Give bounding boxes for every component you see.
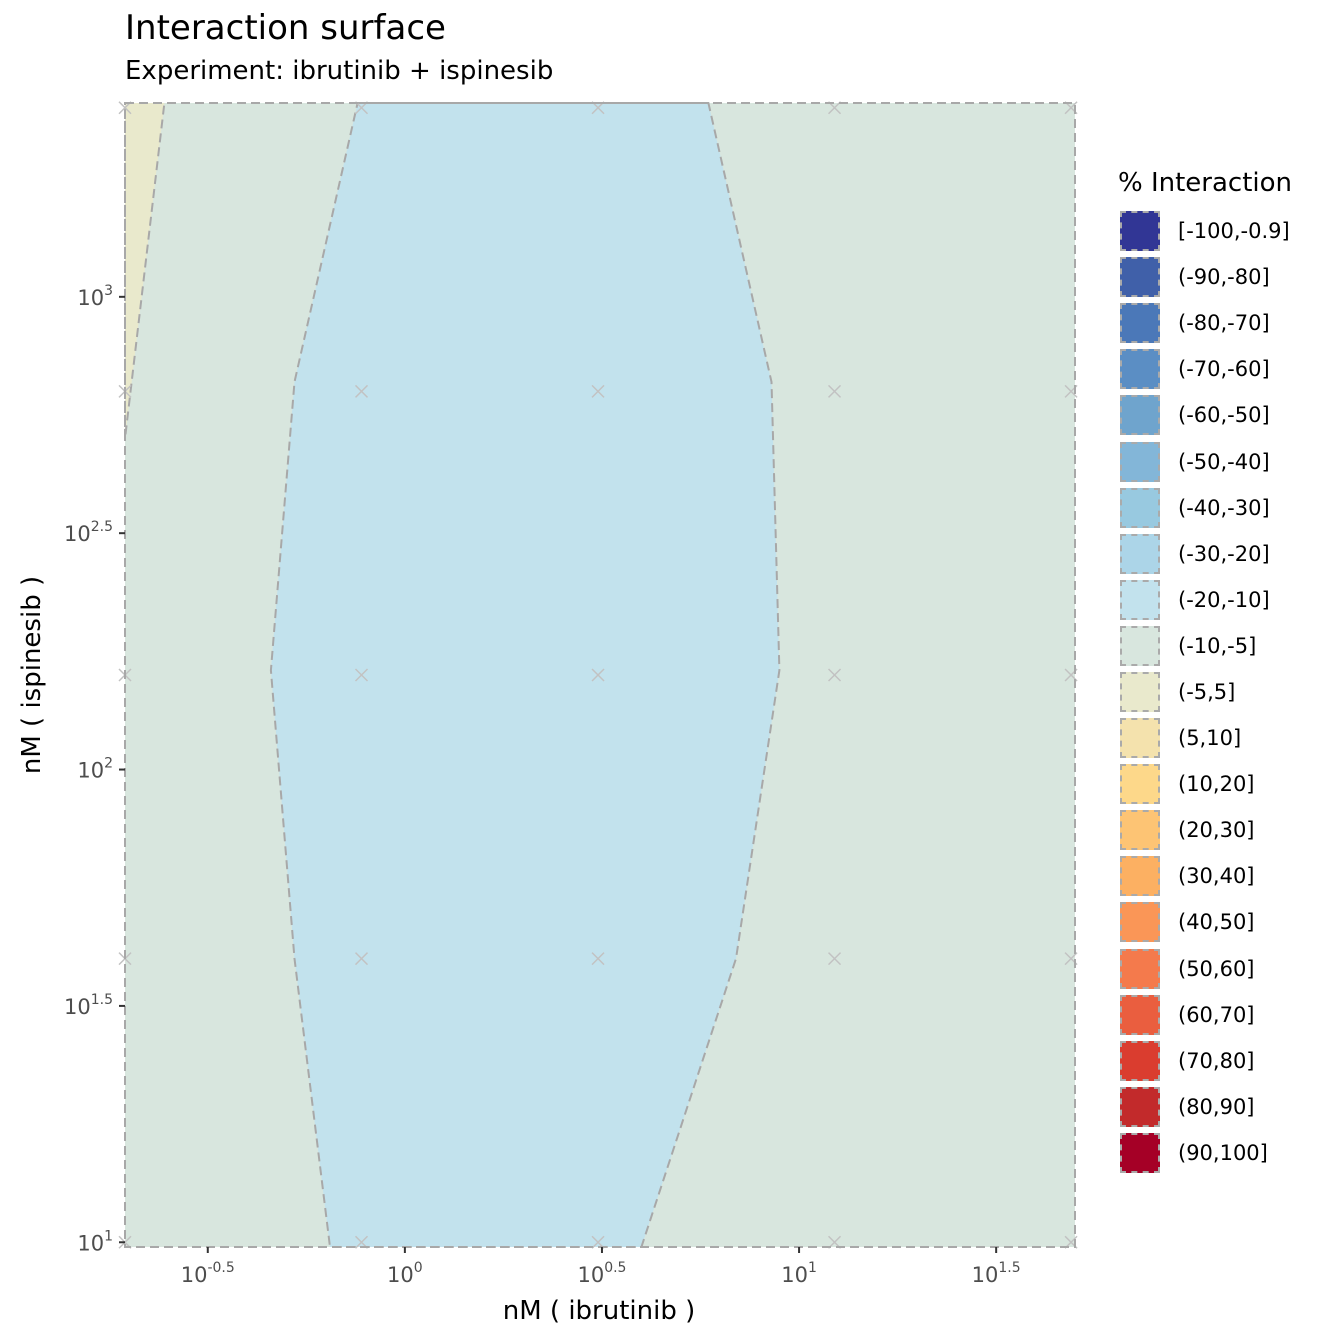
legend-title: % Interaction [1118,168,1293,198]
legend-item: (70,80] [1118,1038,1292,1084]
x-tick-label-0: 10-0.5 [181,1260,235,1287]
chart-subtitle: Experiment: ibrutinib + ispinesib [125,56,554,86]
legend-swatch [1120,579,1160,620]
point-marker-1-1 [354,952,369,966]
legend-label: (-50,-40] [1178,449,1270,474]
legend-item: (-30,-20] [1118,531,1292,577]
point-marker-2-1 [591,952,605,966]
legend-label: (-30,-20] [1178,541,1270,566]
panel-border [124,102,1076,1248]
y-tick-label-2: 102 [77,756,113,783]
legend-swatch [1120,671,1160,712]
legend-label: (20,30] [1178,818,1255,843]
legend-items: [-100,-0.9] (-90,-80] (-80,-70] (-70,-60] (-… [1118,208,1292,1176]
point-marker-1-2 [354,668,369,682]
point-marker-1-3 [354,384,369,398]
legend-label: (90,100] [1178,1140,1268,1165]
legend-swatch [1120,856,1160,897]
legend-item: (-60,-50] [1118,392,1292,438]
legend-swatch [1120,1086,1160,1127]
legend-label: (5,10] [1178,726,1242,751]
legend-label: (10,20] [1178,772,1255,797]
legend-swatch [1120,395,1160,436]
point-marker-3-2 [828,668,842,682]
legend-label: (-60,-50] [1178,403,1270,428]
legend-item: (60,70] [1118,992,1292,1038]
legend-swatch [1120,718,1160,759]
legend-label: (30,40] [1178,864,1255,889]
legend-label: (40,50] [1178,910,1255,935]
x-tick-label-1: 100 [387,1260,423,1287]
legend-swatch [1120,810,1160,851]
legend-item: (50,60] [1118,946,1292,992]
legend-item: (-5,5] [1118,669,1292,715]
x-axis: 10-0.5 100 100.5 101 101.5 [181,1247,1021,1287]
legend-item: (90,100] [1118,1130,1292,1176]
point-marker-2-3 [591,384,605,398]
legend-label: (-40,-30] [1178,495,1270,520]
legend-item: (40,50] [1118,899,1292,945]
y-tick-label-1: 101.5 [64,992,113,1019]
chart-title: Interaction surface [125,8,446,48]
legend-label: (80,90] [1178,1094,1255,1119]
legend-label: (60,70] [1178,1002,1255,1027]
contour-regions [124,102,1075,1248]
legend-swatch [1120,349,1160,390]
legend-item: (30,40] [1118,853,1292,899]
legend-label: (-70,-60] [1178,357,1270,382]
legend-label: (-90,-80] [1178,265,1270,290]
legend-swatch [1120,1132,1160,1173]
legend-item: (-10,-5] [1118,623,1292,669]
legend-label: (70,80] [1178,1048,1255,1073]
legend-label: (-20,-10] [1178,587,1270,612]
y-tick-label-4: 103 [77,283,113,310]
legend-item: (-70,-60] [1118,346,1292,392]
legend-swatch [1120,533,1160,574]
legend-label: [-100,-0.9] [1178,219,1290,244]
legend-item: (-40,-30] [1118,485,1292,531]
legend-item: (-90,-80] [1118,254,1292,300]
legend-swatch [1120,902,1160,943]
x-tick-label-2: 100.5 [577,1260,626,1287]
point-marker-3-3 [828,384,842,398]
legend: % Interaction [-100,-0.9] (-90,-80] (-80,-… [1118,168,1292,1176]
y-axis-title: nM ( ispinesib ) [17,576,47,774]
point-marker-2-2 [591,668,605,682]
x-tick-label-4: 101.5 [972,1260,1021,1287]
legend-swatch [1120,303,1160,344]
legend-item: [-100,-0.9] [1118,208,1292,254]
legend-item: (10,20] [1118,761,1292,807]
legend-swatch [1120,764,1160,805]
legend-swatch [1120,1040,1160,1081]
legend-swatch [1120,948,1160,989]
y-tick-label-0: 101 [77,1228,113,1255]
legend-item: (20,30] [1118,807,1292,853]
legend-item: (-20,-10] [1118,577,1292,623]
point-marker-3-1 [828,952,842,966]
legend-item: (80,90] [1118,1084,1292,1130]
legend-item: (-50,-40] [1118,438,1292,484]
legend-item: (5,10] [1118,715,1292,761]
legend-label: (-5,5] [1178,679,1236,704]
legend-label: (50,60] [1178,956,1255,981]
legend-swatch [1120,441,1160,482]
y-axis: 101 101.5 102 102.5 103 [64,283,125,1255]
legend-label: (-80,-70] [1178,311,1270,336]
legend-swatch [1120,211,1160,252]
legend-swatch [1120,257,1160,298]
x-tick-label-3: 101 [781,1260,817,1287]
legend-label: (-10,-5] [1178,633,1257,658]
legend-swatch [1120,994,1160,1035]
interaction-surface-chart: 10-0.5 100 100.5 101 101.5 101101.5102102.51… [17,101,1078,1326]
y-tick-label-3: 102.5 [64,519,113,546]
legend-swatch [1120,625,1160,666]
x-axis-title: nM ( ibrutinib ) [503,1296,696,1326]
legend-swatch [1120,487,1160,528]
legend-item: (-80,-70] [1118,300,1292,346]
